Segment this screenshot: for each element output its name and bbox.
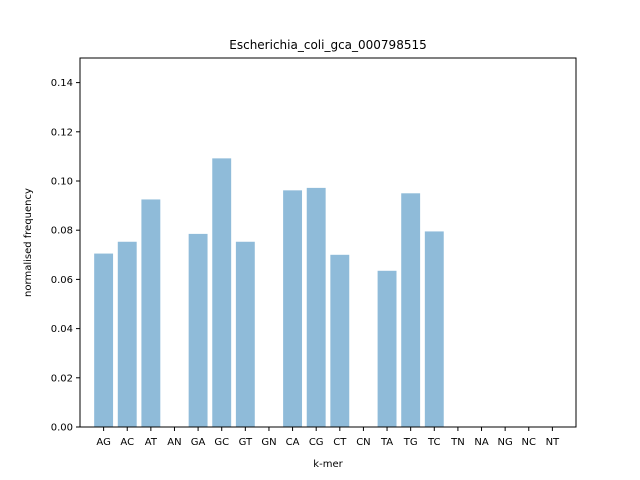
y-tick-label: 0.12 [51,127,73,138]
x-axis-title: k-mer [313,459,343,470]
bar-AC [117,241,137,427]
bar-CA [283,190,303,427]
y-axis-ticks: 0.00 0.02 0.04 0.06 0.08 0.10 0.12 0.14 [51,78,80,434]
x-tick-label-AT: AT [145,437,158,448]
x-tick-label-TC: TC [427,437,441,448]
x-tick-label-CT: CT [333,437,347,448]
y-tick-label: 0.02 [51,373,73,384]
y-tick-label: 0.00 [51,423,73,434]
y-tick-label: 0.10 [51,177,73,188]
x-tick-label-AC: AC [120,437,134,448]
y-axis-title: normalised frequency [23,188,34,297]
bars-group [94,158,444,428]
x-tick-label-TA: TA [380,437,393,448]
chart-title: Escherichia_coli_gca_000798515 [229,38,426,52]
bar-GA [188,233,208,427]
bar-TA [377,270,397,427]
y-tick-label: 0.04 [51,324,73,335]
x-tick-label-CN: CN [356,437,370,448]
bar-CT [330,254,350,427]
x-tick-label-NT: NT [546,437,560,448]
x-axis-ticks: AG AC AT AN GA GC GT GN CA CG CT CN TA TG TC TN NA NG NC NT [96,427,560,448]
bar-GT [235,241,255,427]
x-tick-label-CA: CA [286,437,300,448]
x-tick-label-TG: TG [403,437,418,448]
y-tick-label: 0.06 [51,275,73,286]
x-tick-label-NA: NA [474,437,488,448]
bar-TG [401,193,421,427]
y-tick-label: 0.14 [51,78,73,89]
x-tick-label-GA: GA [191,437,206,448]
x-tick-label-NC: NC [522,437,536,448]
x-tick-label-AG: AG [96,437,110,448]
bar-TC [424,231,444,427]
plot-area-frame [79,57,577,428]
bar-GC [212,158,232,428]
x-tick-label-GN: GN [261,437,276,448]
x-tick-label-TN: TN [450,437,465,448]
bar-AG [94,253,114,427]
x-tick-label-GT: GT [239,437,253,448]
x-tick-label-AN: AN [167,437,181,448]
x-tick-label-NG: NG [498,437,513,448]
x-tick-label-GC: GC [214,437,229,448]
bar-CG [306,187,326,427]
x-tick-label-CG: CG [309,437,324,448]
y-tick-label: 0.08 [51,226,73,237]
bar-AT [141,199,161,427]
